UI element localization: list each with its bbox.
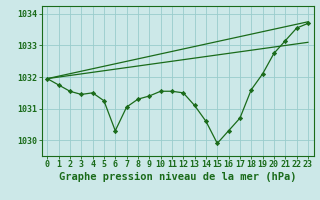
X-axis label: Graphe pression niveau de la mer (hPa): Graphe pression niveau de la mer (hPa) — [59, 172, 296, 182]
